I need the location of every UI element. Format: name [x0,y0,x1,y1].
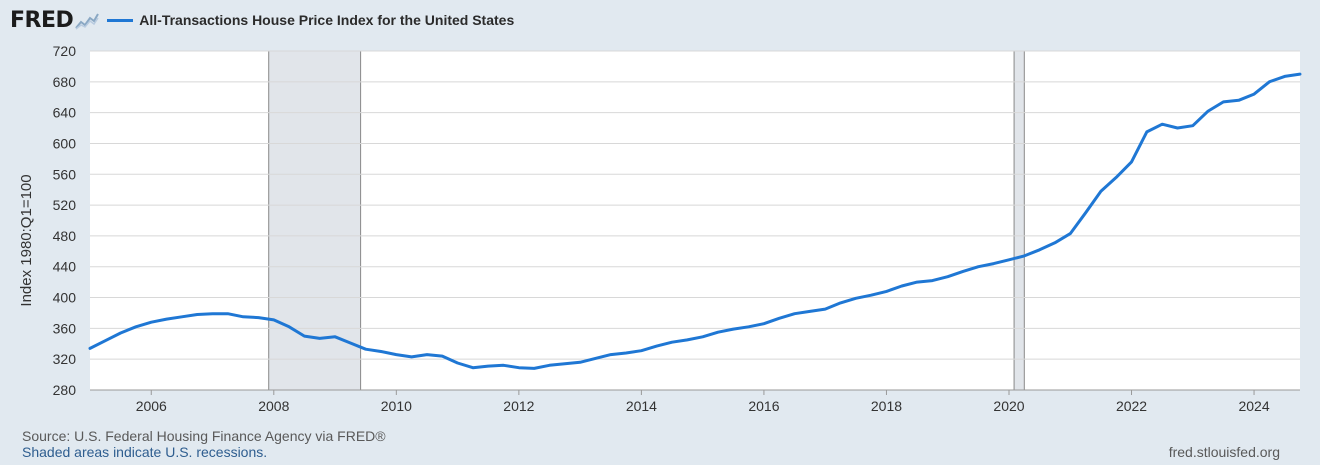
y-tick-label: 600 [53,135,77,151]
y-tick-label: 440 [53,259,77,275]
y-tick-label: 720 [53,43,77,59]
y-axis-label: Index 1980:Q1=100 [18,174,35,306]
y-tick-label: 480 [53,228,77,244]
y-tick-label: 640 [53,105,77,121]
x-tick-label: 2020 [993,398,1024,414]
y-tick-label: 680 [53,74,77,90]
x-tick-label: 2010 [381,398,412,414]
series-line [88,72,1302,370]
x-tick-label: 2012 [503,398,534,414]
y-tick-label: 400 [53,290,77,306]
legend-series-title: All-Transactions House Price Index for t… [139,12,515,28]
fred-logo-graph-icon [75,12,100,30]
recession-band [268,51,361,390]
site-url: fred.stlouisfed.org [1168,444,1280,460]
source-text: Source: U.S. Federal Housing Finance Age… [22,428,386,444]
x-tick-label: 2024 [1238,398,1269,414]
y-tick-label: 280 [53,382,77,398]
chart-header: FRED All-Transactions House Price Index … [8,4,514,36]
x-tick-label: 2022 [1116,398,1147,414]
x-tick-label: 2016 [748,398,779,414]
y-tick-label: 520 [53,197,77,213]
recession-band [1014,51,1025,390]
y-tick-label: 560 [53,166,77,182]
x-tick-label: 2008 [258,398,289,414]
footer-left: Source: U.S. Federal Housing Finance Age… [22,428,386,460]
recession-note: Shaded areas indicate U.S. recessions. [22,444,268,460]
x-tick-label: 2018 [871,398,902,414]
y-tick-label: 320 [53,351,77,367]
legend: All-Transactions House Price Index for t… [107,12,514,28]
x-tick-label: 2014 [626,398,657,414]
y-tick-label: 360 [53,320,77,336]
fred-logo: FRED [10,7,74,33]
legend-swatch [107,18,134,22]
x-tick-label: 2006 [136,398,167,414]
